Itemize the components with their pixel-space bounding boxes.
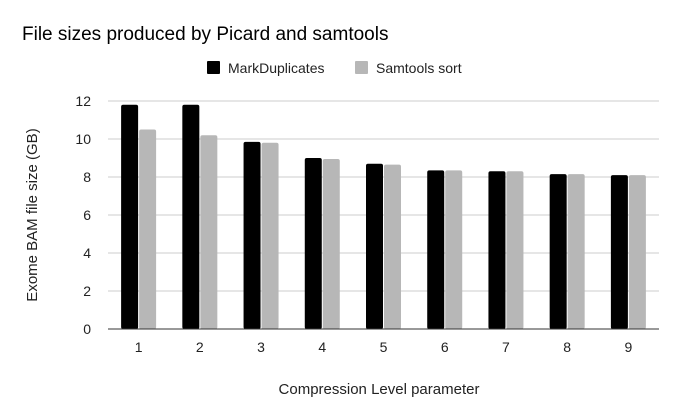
x-tick-label: 3	[257, 339, 265, 355]
legend-swatch-markduplicates	[207, 61, 220, 74]
bars	[121, 104, 646, 329]
bar-samtools-sort-5	[384, 164, 401, 329]
x-tick-label: 6	[441, 339, 449, 355]
x-axis-label: Compression Level parameter	[279, 381, 480, 398]
bar-markduplicates-7	[488, 171, 506, 329]
x-tick-label: 4	[318, 339, 326, 355]
bar-samtools-sort-3	[261, 142, 279, 329]
bar-markduplicates-4	[304, 158, 322, 329]
x-axis-ticks: 1 2 3 4 5 6 7 8 9	[135, 339, 633, 355]
bar-samtools-sort-2	[200, 135, 218, 329]
bar-markduplicates-5	[366, 163, 383, 329]
y-tick-label: 10	[75, 131, 91, 147]
legend-label-samtools-sort: Samtools sort	[376, 60, 462, 76]
y-tick-label: 8	[83, 169, 91, 185]
y-axis-ticks: 0 2 4 6 8 10 12	[75, 93, 91, 337]
bar-samtools-sort-7	[506, 171, 524, 329]
bar-markduplicates-2	[182, 104, 200, 329]
legend-swatch-samtools-sort	[355, 61, 368, 74]
bar-samtools-sort-1	[139, 129, 157, 329]
y-axis-label: Exome BAM file size (GB)	[24, 128, 41, 301]
bar-samtools-sort-6	[445, 170, 463, 329]
y-tick-label: 2	[83, 283, 91, 299]
chart-title: File sizes produced by Picard and samtoo…	[22, 24, 388, 45]
bar-markduplicates-1	[121, 104, 139, 329]
x-tick-label: 2	[196, 339, 204, 355]
x-tick-label: 7	[502, 339, 510, 355]
y-tick-label: 6	[83, 207, 91, 223]
bar-markduplicates-9	[610, 175, 628, 329]
y-tick-label: 12	[75, 93, 91, 109]
bar-markduplicates-8	[549, 174, 567, 329]
x-tick-label: 1	[135, 339, 143, 355]
y-tick-label: 0	[83, 321, 91, 337]
y-tick-label: 4	[83, 245, 91, 261]
gridlines	[108, 100, 659, 292]
x-tick-label: 5	[380, 339, 388, 355]
bar-samtools-sort-4	[322, 158, 340, 329]
bar-markduplicates-6	[427, 170, 445, 329]
x-tick-label: 8	[563, 339, 571, 355]
bar-samtools-sort-8	[567, 174, 585, 329]
x-tick-label: 9	[624, 339, 632, 355]
bar-samtools-sort-9	[628, 175, 646, 329]
legend-label-markduplicates: MarkDuplicates	[228, 60, 324, 76]
bar-markduplicates-3	[243, 141, 261, 329]
legend: MarkDuplicates Samtools sort	[207, 60, 462, 76]
